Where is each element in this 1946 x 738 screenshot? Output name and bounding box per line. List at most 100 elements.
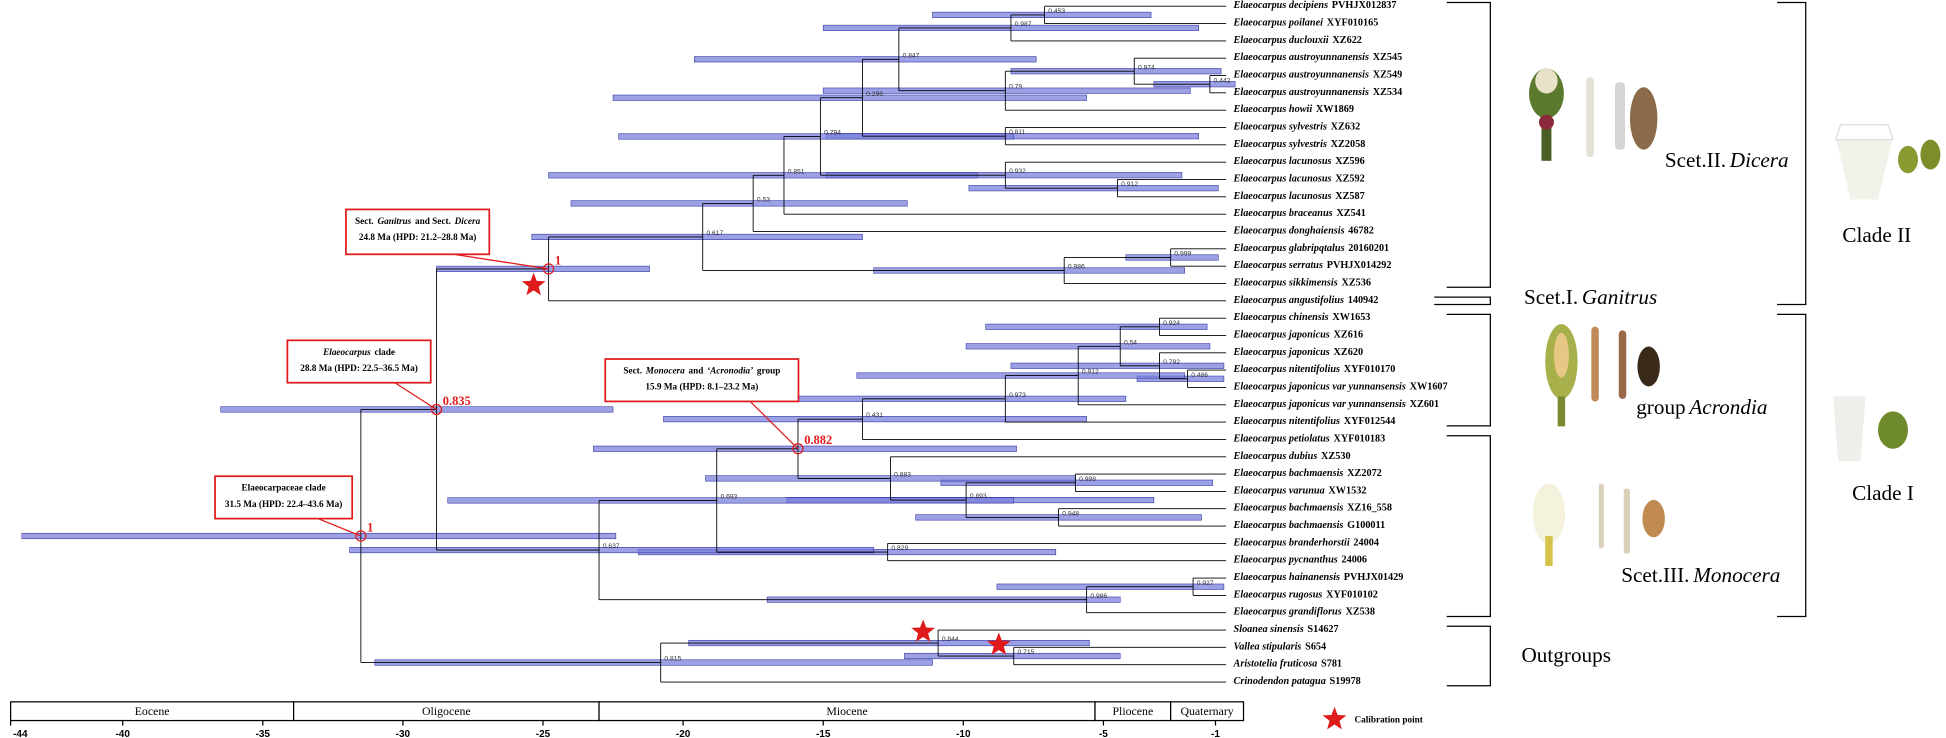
voucher: XYF010165 (1327, 18, 1379, 29)
node-support: 0.442 (1214, 77, 1231, 84)
hpd-bar (1010, 362, 1225, 369)
clade-i-photo (1833, 396, 1908, 462)
epoch-label: Miocene (826, 704, 867, 718)
taxon-label: Vallea stipularis S654 (1234, 642, 1327, 653)
taxon-label: Elaeocarpus petiolatus XYF010183 (1233, 434, 1386, 445)
taxon-name: Elaeocarpus petiolatus (1233, 434, 1330, 445)
label-part: group (757, 366, 780, 376)
taxon-name: Elaeocarpus braceanus (1233, 209, 1333, 220)
epoch-label: Eocene (135, 704, 170, 718)
taxon-name: Elaeocarpus austroyunnanensis (1233, 87, 1369, 98)
taxon-label: Elaeocarpus grandiflorus XZ538 (1233, 607, 1375, 618)
x-tick-label: -1 (1211, 729, 1220, 738)
label-part: clade (374, 347, 394, 357)
label: 15.9 Ma (HPD: 8.1–23.2 Ma) (645, 382, 758, 392)
voucher: G100011 (1347, 520, 1385, 531)
taxon-name: Elaeocarpus grandiflorus (1233, 607, 1342, 618)
taxon-name: Elaeocarpus japonicus var yunnansensis (1233, 382, 1406, 393)
taxon-name: Elaeocarpus bachmaensis (1233, 468, 1344, 479)
node-labels: 0.453 0.987 0.442 0.974 0.79 0.847 0.811 0.296 0… (355, 8, 1231, 663)
voucher: S19978 (1330, 676, 1361, 687)
node-support: 0.829 (891, 545, 908, 552)
node-support: 0.815 (664, 656, 681, 663)
voucher: XYF010102 (1326, 590, 1378, 601)
taxon-label: Elaeocarpus austroyunnanensis XZ549 (1233, 70, 1403, 81)
label-part: 15.9 Ma (HPD: 8.1–23.2 Ma) (645, 382, 758, 392)
node-support: 0.986 (1068, 264, 1085, 271)
node-marker (792, 443, 804, 455)
taxon-name: Elaeocarpus pycnanthus (1233, 555, 1338, 566)
taxon-name: Elaeocarpus serratus (1233, 260, 1323, 271)
taxon-name: Elaeocarpus nitentifolius (1233, 364, 1340, 375)
voucher: XZ538 (1345, 607, 1375, 618)
taxon-label: Aristotelia fruticosa S781 (1233, 659, 1343, 670)
node-support: 0.79 (1009, 84, 1022, 91)
label-part: Clade II (1842, 223, 1911, 247)
voucher: XZ632 (1331, 122, 1361, 133)
x-tick-label: -25 (536, 729, 551, 738)
label-part: ‘Acronodia’ (707, 366, 753, 376)
taxon-label: Elaeocarpus bachmaensis XZ16_558 (1233, 503, 1392, 514)
taxon-label: Elaeocarpus pycnanthus 24006 (1233, 555, 1367, 566)
node-support: 0.912 (1121, 181, 1138, 188)
label-part: Ganitrus (1582, 285, 1657, 309)
taxon-name: Elaeocarpus poilanei (1233, 18, 1324, 29)
taxon-name: Elaeocarpus duclouxii (1233, 35, 1329, 46)
clade-bracket (1446, 435, 1491, 618)
taxon-label: Elaeocarpus serratus PVHJX014292 (1233, 260, 1392, 271)
node-support: 0.847 (903, 52, 920, 59)
voucher: XZ16_558 (1347, 503, 1392, 514)
taxon-label: Elaeocarpus rugosus XYF010102 (1233, 590, 1378, 601)
clade-bracket (1446, 1, 1491, 288)
taxon-name: Elaeocarpus japonicus (1233, 347, 1330, 358)
node-support: 0.924 (1163, 320, 1180, 327)
label: Elaeocarpus clade (322, 347, 395, 357)
taxon-label: Sloanea sinensis S14627 (1234, 624, 1339, 635)
node-support: 0.835 (443, 394, 471, 408)
voucher: XZ616 (1334, 330, 1364, 341)
voucher: 46782 (1348, 226, 1374, 237)
label-part: Scet.I. (1524, 285, 1578, 309)
label-part: Scet.III. (1621, 563, 1689, 587)
epoch-label: Oligocene (422, 704, 471, 718)
label-part: Monocera (1692, 563, 1780, 587)
taxon-name: Elaeocarpus decipiens (1233, 1, 1329, 12)
node-support: 0.912 (1082, 369, 1099, 376)
voucher: XYF010170 (1344, 364, 1396, 375)
label-part: Clade I (1852, 481, 1914, 505)
taxon-label: Elaeocarpus chinensis XW1653 (1233, 312, 1371, 323)
label-part: Sect. (355, 216, 374, 226)
voucher: XYF010183 (1334, 434, 1386, 445)
node-marker (542, 263, 555, 275)
label: 28.8 Ma (HPD: 22.5–36.5 Ma) (300, 363, 418, 373)
dicera-photo (1528, 68, 1658, 161)
node-support: 0.53 (757, 196, 770, 203)
annotation-pointer (317, 518, 362, 537)
taxon-name: Elaeocarpus hainanensis (1233, 572, 1340, 583)
taxon-label: Crinodendon patagua S19978 (1234, 676, 1361, 687)
node-support: 0.932 (1009, 168, 1026, 175)
taxon-label: Elaeocarpus glabripqtalus 20160201 (1233, 243, 1390, 254)
voucher: XZ620 (1334, 347, 1364, 358)
legend-star (1322, 706, 1347, 730)
epoch (1170, 701, 1245, 722)
clade-bracket (1446, 313, 1491, 427)
label-part: Scet.II. (1665, 148, 1726, 172)
clade-ii-photo (1834, 124, 1941, 200)
label-part: and (688, 366, 704, 376)
node-support: 0.948 (1062, 510, 1079, 517)
node-support: 0.794 (824, 130, 841, 137)
taxon-label: Elaeocarpus austroyunnanensis XZ545 (1233, 53, 1403, 64)
voucher: S781 (1321, 659, 1342, 670)
taxon-name: Elaeocarpus sylvestris (1233, 122, 1327, 133)
node-support: 0.844 (942, 636, 959, 643)
voucher: XW1869 (1316, 105, 1354, 116)
voucher: XZ2058 (1331, 139, 1366, 150)
hpd-bar (940, 479, 1214, 486)
x-tick-label: -44 (13, 729, 28, 738)
taxon-label: Elaeocarpus japonicus var yunnansensis XZ… (1233, 399, 1440, 410)
node-support: 1 (555, 253, 561, 267)
node-marker (430, 403, 443, 416)
epoch-label: Quaternary (1180, 704, 1233, 718)
node-support: 0.973 (1009, 392, 1026, 399)
